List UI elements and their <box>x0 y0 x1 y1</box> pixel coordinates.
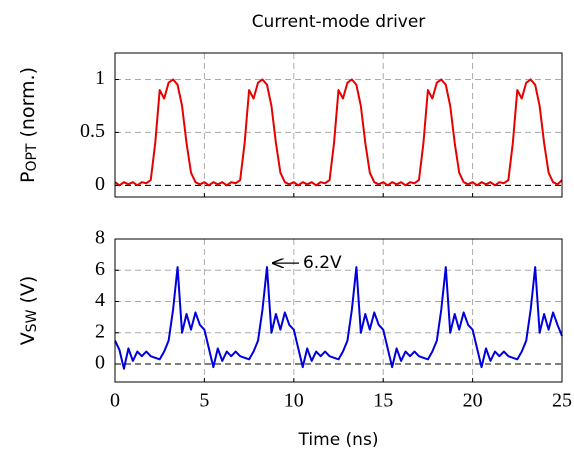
x-tick-label: 5 <box>199 390 209 412</box>
y-tick-label: 8 <box>95 227 105 249</box>
y-tick-label: 0 <box>95 352 105 374</box>
y-axis-label-part: V <box>17 332 39 345</box>
y-axis-label: VSW (V) <box>17 276 41 346</box>
y-tick-label: 0 <box>95 173 105 195</box>
x-tick-label: 20 <box>463 390 483 412</box>
y-tick-label: 1 <box>95 67 105 89</box>
y-tick-label: 6 <box>95 258 105 280</box>
y-axis-label: POPT (norm.) <box>17 67 41 183</box>
plot-frame <box>114 238 563 383</box>
y-axis-label-part: P <box>17 172 39 183</box>
annotation: 6.2V <box>303 253 342 273</box>
line <box>114 266 563 370</box>
x-tick-label: 25 <box>552 390 572 412</box>
line <box>114 78 563 187</box>
chart-title: Current-mode driver <box>252 12 426 32</box>
y-axis-label-part: (V) <box>17 276 39 310</box>
x-tick-label: 10 <box>284 390 304 412</box>
y-axis-label-subscript: OPT <box>24 143 40 171</box>
y-tick-label: 2 <box>95 320 105 342</box>
x-tick-label: 15 <box>373 390 393 412</box>
y-axis-label-subscript: SW <box>24 309 40 332</box>
y-tick-label: 4 <box>95 289 105 311</box>
y-tick-label: 0.5 <box>80 120 105 142</box>
plot-frame <box>114 52 563 198</box>
y-axis-label-part: (norm.) <box>17 67 39 144</box>
x-axis-label: Time (ns) <box>298 430 379 450</box>
x-tick-label: 0 <box>110 390 120 412</box>
